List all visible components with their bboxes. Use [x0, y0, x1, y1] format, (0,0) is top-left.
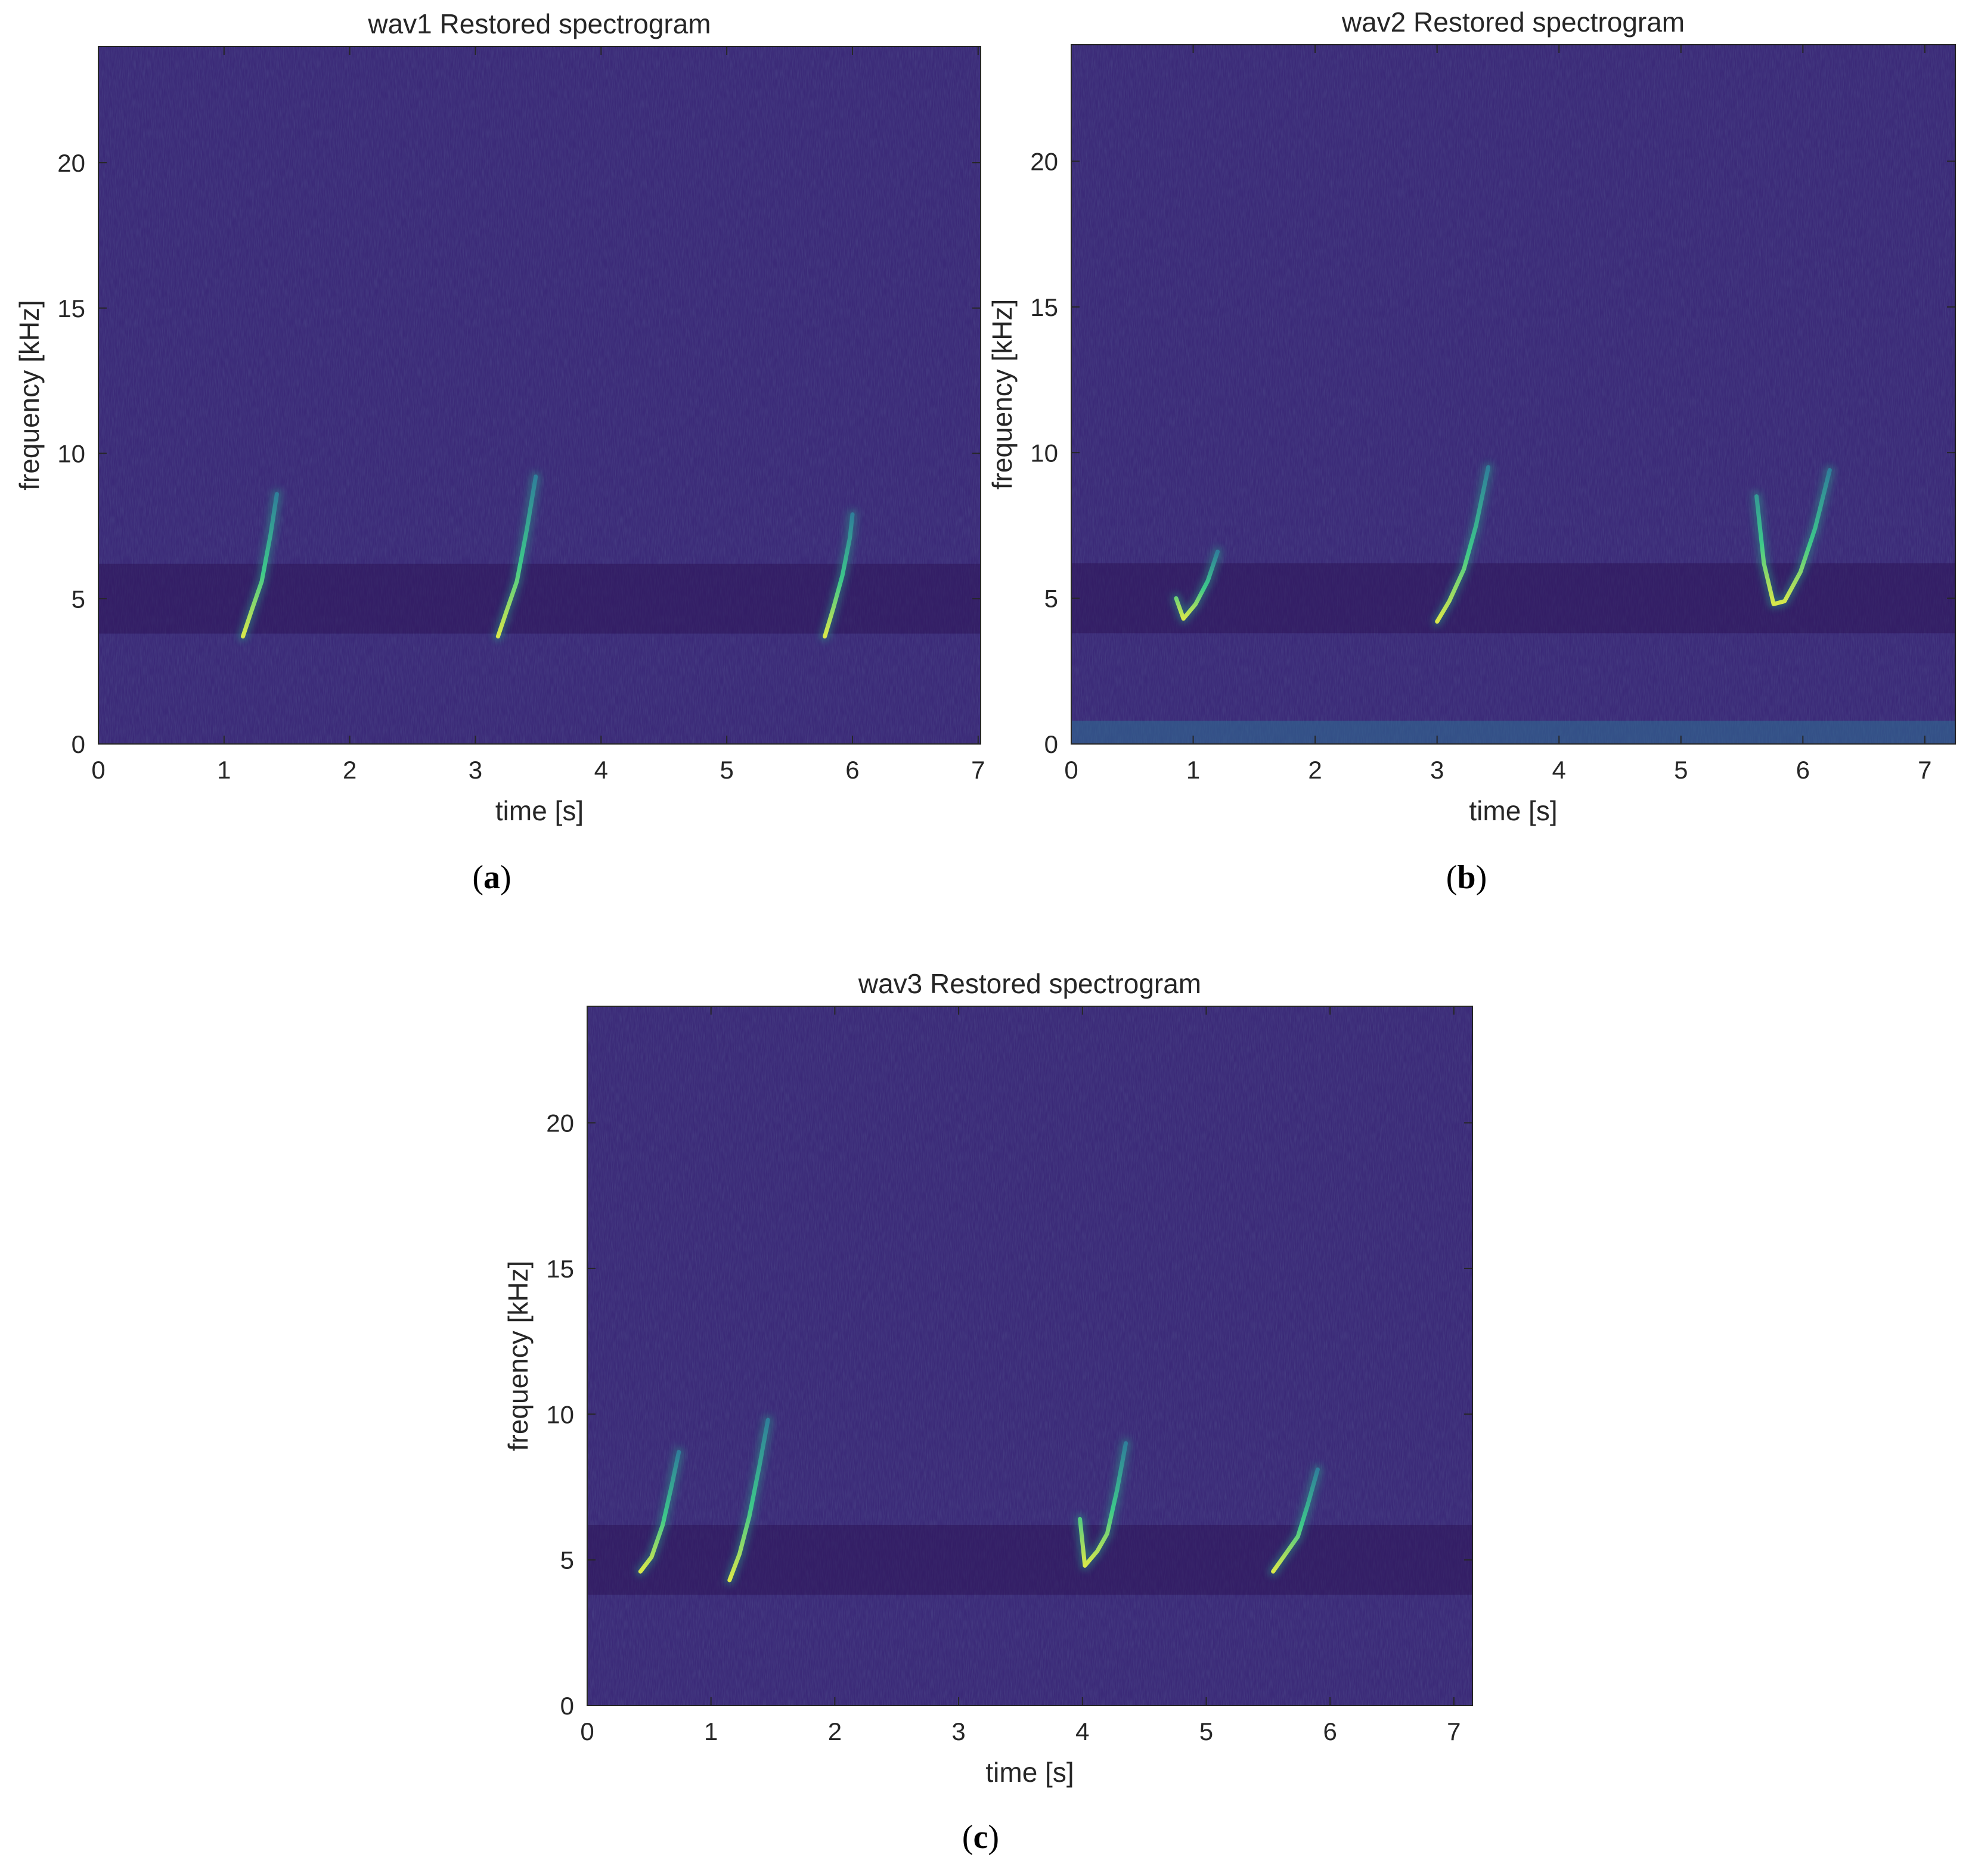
y-tick-label: 0: [1044, 730, 1058, 758]
x-tick-label: 7: [1918, 756, 1931, 784]
call-4: [1271, 1467, 1320, 1574]
call-3: [1754, 468, 1832, 606]
x-tick-label: 5: [720, 756, 733, 784]
y-tick-label: 20: [57, 149, 85, 177]
x-tick-label: 2: [1308, 756, 1322, 784]
y-tick-label: 10: [1030, 439, 1058, 467]
y-axis-label: frequency [kHz]: [987, 299, 1018, 490]
y-tick-label: 0: [72, 730, 85, 758]
axes-frame: [98, 46, 981, 745]
x-tick-label: 6: [1323, 1717, 1337, 1745]
call-1: [1174, 549, 1220, 621]
axes-frame: [587, 1006, 1473, 1706]
x-tick-label: 7: [1447, 1717, 1461, 1745]
x-tick-label: 1: [217, 756, 231, 784]
x-tick-label: 0: [1064, 756, 1078, 784]
x-tick-label: 7: [971, 756, 985, 784]
call-1: [241, 492, 279, 639]
x-tick-label: 3: [1430, 756, 1444, 784]
x-tick-label: 1: [1186, 756, 1200, 784]
x-tick-label: 4: [1075, 1717, 1089, 1745]
x-tick-label: 5: [1199, 1717, 1213, 1745]
axes-frame: [1071, 44, 1956, 745]
y-tick-label: 5: [72, 585, 85, 613]
x-tick-label: 2: [343, 756, 356, 784]
call-3: [1078, 1441, 1128, 1568]
spectrogram-a-svg: 0 1 2 3 4 5 6 7 0 5 10 15 20 wav1 Restored spectrogra…: [14, 8, 985, 826]
y-tick-label: 10: [546, 1400, 574, 1428]
x-tick-label: 6: [1796, 756, 1810, 784]
spectrogram-b-svg: 0 1 2 3 4 5 6 7 0 5 10 15 20 wav2 Restored spectrogra…: [987, 7, 1956, 826]
x-axis-label: time [s]: [985, 1757, 1074, 1788]
low-energy-band: [587, 1524, 1472, 1595]
spectrogram-c-svg: 0 1 2 3 4 5 6 7 0 5 10 15 20 wav3 Restored spectrogra…: [503, 968, 1473, 1788]
low-energy-band: [1071, 563, 1955, 634]
spectrogram-noise: [98, 46, 981, 744]
y-tick-label: 20: [546, 1109, 574, 1137]
y-tick-label: 0: [560, 1692, 574, 1720]
call-2: [727, 1418, 770, 1583]
call-1: [638, 1450, 681, 1574]
y-tick-label: 15: [1030, 293, 1058, 321]
x-axis-label: time [s]: [1469, 795, 1557, 826]
y-tick-label: 20: [1030, 148, 1058, 176]
spectrogram-b: 0 1 2 3 4 5 6 7 0 5 10 15 20 wav2 Restored spectrogra…: [984, 0, 1972, 846]
call-3: [823, 512, 855, 639]
x-tick-label: 5: [1674, 756, 1688, 784]
spectrogram-a: 0 1 2 3 4 5 6 7 0 5 10 15 20 wav1 Restored spectrogra…: [0, 0, 990, 846]
x-tick-label: 1: [704, 1717, 718, 1745]
x-tick-label: 4: [1552, 756, 1566, 784]
caption-a: (a): [472, 859, 511, 896]
caption-c: (c): [962, 1819, 1000, 1856]
call-2: [495, 475, 538, 639]
spectrogram-c: 0 1 2 3 4 5 6 7 0 5 10 15 20 wav3 Restored spectrogra…: [489, 954, 1502, 1800]
x-tick-label: 2: [828, 1717, 842, 1745]
y-tick-label: 15: [57, 294, 85, 323]
caption-b: (b): [1446, 859, 1487, 896]
x-tick-label: 6: [845, 756, 859, 784]
caption-a-letter: a: [483, 859, 500, 896]
low-energy-band: [98, 563, 981, 634]
chart-title: wav3 Restored spectrogram: [858, 968, 1201, 999]
x-tick-label: 4: [594, 756, 608, 784]
y-tick-label: 10: [57, 440, 85, 468]
spectrogram-noise: [1071, 45, 1955, 744]
x-tick-label: 0: [91, 756, 105, 784]
spectrogram-noise: [587, 1006, 1472, 1706]
x-tick-label: 0: [580, 1717, 594, 1745]
caption-c-letter: c: [973, 1819, 988, 1856]
chart-title: wav2 Restored spectrogram: [1341, 7, 1685, 38]
y-tick-label: 5: [560, 1546, 574, 1574]
low-frequency-noise: [1071, 720, 1955, 744]
y-axis-label: frequency [kHz]: [14, 300, 45, 491]
y-tick-label: 5: [1044, 585, 1058, 613]
y-tick-label: 15: [546, 1255, 574, 1283]
chart-title: wav1 Restored spectrogram: [367, 8, 711, 39]
y-axis-label: frequency [kHz]: [503, 1261, 534, 1452]
call-2: [1435, 465, 1491, 624]
x-tick-label: 3: [951, 1717, 965, 1745]
caption-b-letter: b: [1457, 859, 1476, 896]
x-axis-label: time [s]: [495, 795, 584, 826]
x-tick-label: 3: [469, 756, 482, 784]
